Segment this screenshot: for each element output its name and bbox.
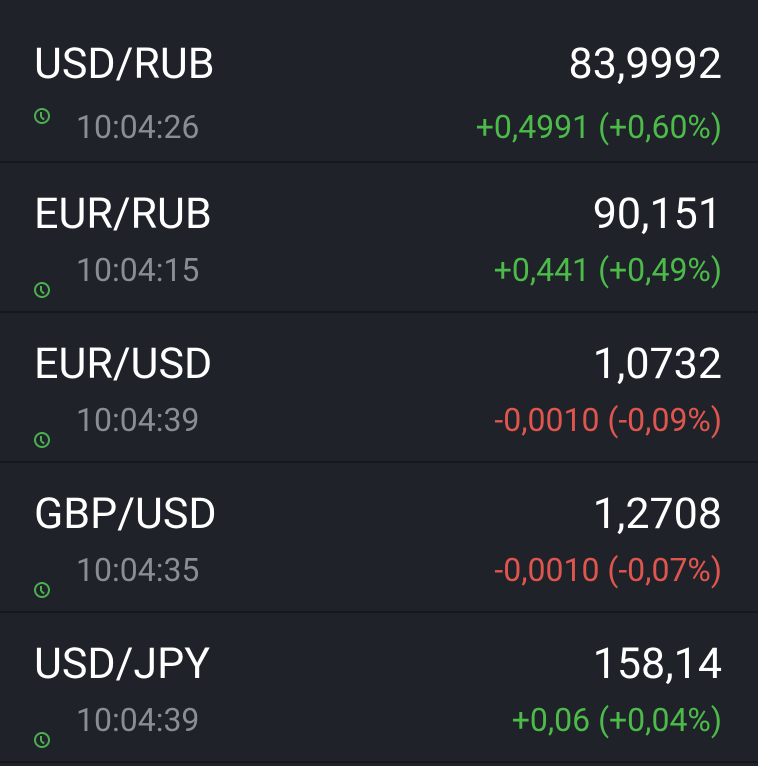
- update-time: 10:04:15: [76, 251, 200, 289]
- price-change: +0,4991 (+0,60%): [475, 108, 722, 146]
- pair-name: EUR/USD: [34, 339, 213, 389]
- quote-row[interactable]: USD/RUB 83,9992 10:04:26 +0,4991 (+0,60%…: [0, 0, 758, 163]
- price: 83,9992: [568, 39, 722, 89]
- update-time: 10:04:39: [76, 401, 200, 439]
- quote-row[interactable]: EUR/RUB 90,151 10:04:15 +0,441 (+0,49%): [0, 163, 758, 313]
- pair-name: GBP/USD: [34, 489, 217, 539]
- pair-name: USD/RUB: [34, 39, 215, 89]
- price: 90,151: [592, 189, 722, 239]
- clock-icon: [34, 108, 50, 124]
- price: 1,0732: [592, 339, 722, 389]
- update-time: 10:04:39: [76, 701, 200, 739]
- update-time: 10:04:26: [76, 108, 200, 146]
- price: 158,14: [592, 639, 722, 689]
- clock-icon: [34, 582, 50, 598]
- price: 1,2708: [592, 489, 722, 539]
- price-change: +0,441 (+0,49%): [493, 251, 722, 289]
- quote-row[interactable]: USD/JPY 158,14 10:04:39 +0,06 (+0,04%): [0, 613, 758, 763]
- pair-name: USD/JPY: [34, 639, 211, 689]
- price-change: -0,0010 (-0,09%): [494, 401, 722, 439]
- price-change: +0,06 (+0,04%): [511, 701, 722, 739]
- clock-icon: [34, 732, 50, 748]
- price-change: -0,0010 (-0,07%): [494, 551, 722, 589]
- pair-name: EUR/RUB: [34, 189, 212, 239]
- clock-icon: [34, 432, 50, 448]
- quote-row[interactable]: GBP/USD 1,2708 10:04:35 -0,0010 (-0,07%): [0, 463, 758, 613]
- update-time: 10:04:35: [76, 551, 200, 589]
- quote-row[interactable]: EUR/USD 1,0732 10:04:39 -0,0010 (-0,09%): [0, 313, 758, 463]
- clock-icon: [34, 282, 50, 298]
